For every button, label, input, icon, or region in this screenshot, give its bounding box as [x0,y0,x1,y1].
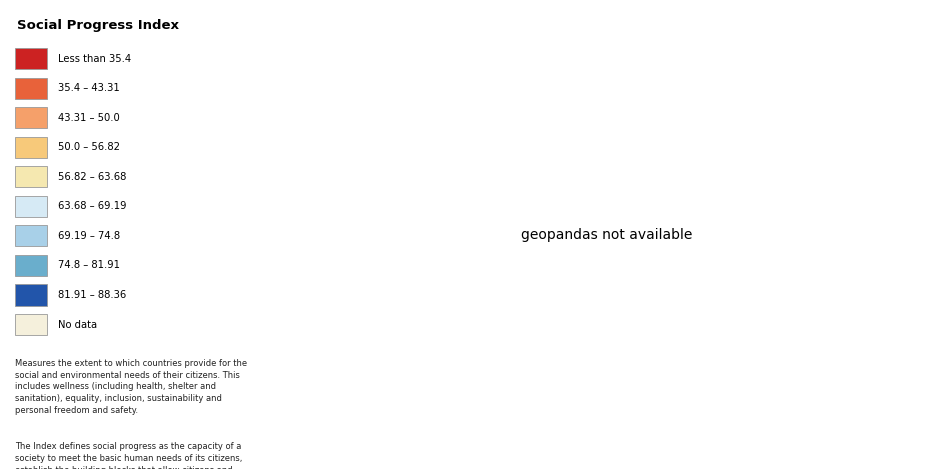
Text: 69.19 – 74.8: 69.19 – 74.8 [58,231,120,241]
FancyBboxPatch shape [15,107,47,129]
FancyBboxPatch shape [15,196,47,217]
FancyBboxPatch shape [15,137,47,158]
Text: 74.8 – 81.91: 74.8 – 81.91 [58,260,120,271]
FancyBboxPatch shape [15,166,47,187]
Text: 63.68 – 69.19: 63.68 – 69.19 [58,201,127,212]
Text: 56.82 – 63.68: 56.82 – 63.68 [58,172,127,182]
Text: Measures the extent to which countries provide for the
social and environmental : Measures the extent to which countries p… [15,359,247,415]
FancyBboxPatch shape [15,226,47,247]
FancyBboxPatch shape [15,255,47,276]
Text: 35.4 – 43.31: 35.4 – 43.31 [58,83,120,93]
FancyBboxPatch shape [15,77,47,99]
Text: The Index defines social progress as the capacity of a
society to meet the basic: The Index defines social progress as the… [15,442,252,469]
Text: 43.31 – 50.0: 43.31 – 50.0 [58,113,120,123]
FancyBboxPatch shape [15,314,47,335]
Text: Less than 35.4: Less than 35.4 [58,53,132,64]
Text: No data: No data [58,319,98,330]
FancyBboxPatch shape [15,48,47,69]
Text: Social Progress Index: Social Progress Index [17,19,179,32]
Text: geopandas not available: geopandas not available [521,227,692,242]
Text: 81.91 – 88.36: 81.91 – 88.36 [58,290,127,300]
Text: 50.0 – 56.82: 50.0 – 56.82 [58,142,120,152]
FancyBboxPatch shape [15,284,47,306]
